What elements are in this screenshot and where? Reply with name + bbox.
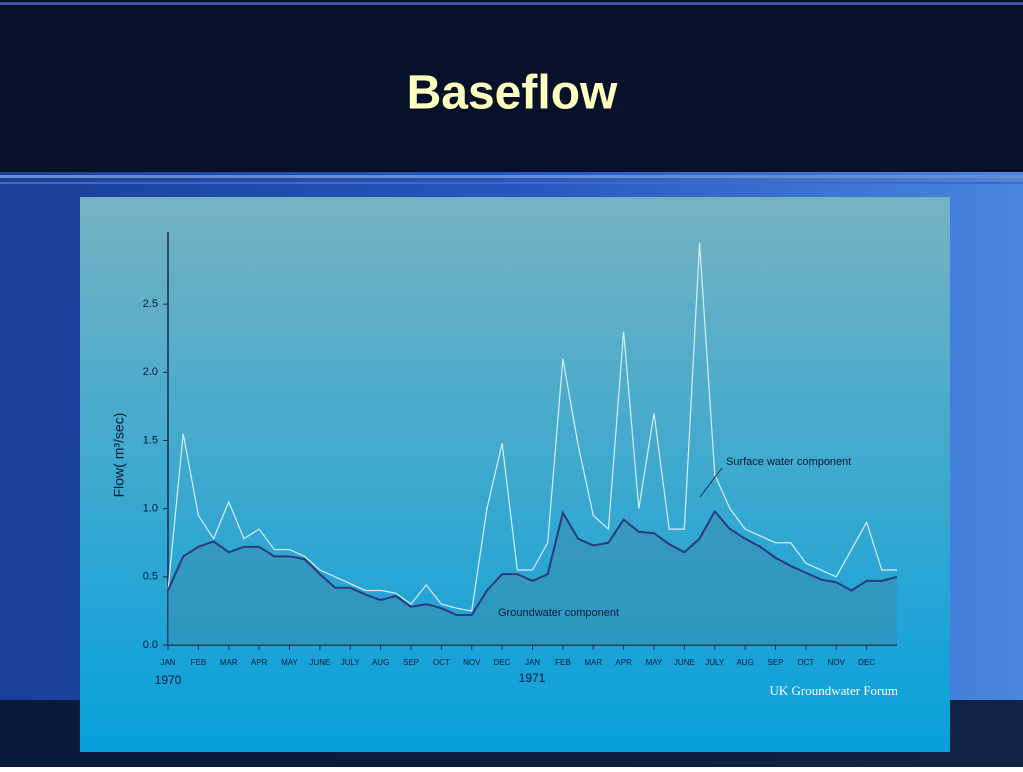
x-tick-label: JAN — [160, 658, 175, 667]
x-tick-label: AUG — [372, 658, 389, 667]
x-tick-label: JUNE — [674, 658, 695, 667]
y-tick-label: 1.5 — [143, 434, 158, 446]
x-tick-label: DEC — [858, 658, 875, 667]
x-tick-label: APR — [251, 658, 268, 667]
x-tick-label: JUNE — [309, 658, 330, 667]
x-tick-label: NOV — [463, 658, 481, 667]
y-tick-label: 0.5 — [143, 571, 158, 583]
x-tick-label: JULY — [705, 658, 725, 667]
rule — [0, 175, 1023, 178]
title-band — [0, 0, 1023, 172]
x-tick-label: MAY — [646, 658, 663, 667]
x-tick-label: JAN — [525, 658, 540, 667]
y-axis-label: Flow( m³/sec) — [111, 413, 127, 498]
x-tick-label: SEP — [403, 658, 419, 667]
chart-panel — [80, 197, 950, 752]
rule — [0, 182, 1023, 184]
leader-line — [699, 467, 723, 498]
x-tick-label: AUG — [736, 658, 753, 667]
series-annotation: Groundwater component — [498, 607, 619, 619]
x-tick-label: JULY — [341, 658, 361, 667]
year-label: 1970 — [155, 673, 182, 687]
x-tick-label: OCT — [433, 658, 450, 667]
year-label: 1971 — [519, 671, 546, 685]
series-line — [167, 509, 898, 617]
groundwater-area — [168, 511, 897, 645]
x-tick-label: MAY — [281, 658, 298, 667]
y-tick-label: 0.0 — [143, 639, 158, 651]
x-tick-label: SEP — [767, 658, 783, 667]
credit: UK Groundwater Forum — [769, 683, 898, 698]
x-tick-label: FEB — [191, 658, 207, 667]
y-tick-label: 2.0 — [143, 366, 158, 378]
x-tick-label: MAR — [584, 658, 602, 667]
slide-title: Baseflow — [407, 67, 618, 120]
x-tick-label: NOV — [828, 658, 846, 667]
x-tick-label: FEB — [555, 658, 571, 667]
y-tick-label: 1.0 — [143, 503, 158, 515]
series-annotation: Surface water component — [726, 456, 851, 468]
series-line — [167, 242, 897, 612]
x-tick-label: DEC — [494, 658, 511, 667]
rule — [0, 2, 1023, 5]
x-tick-label: MAR — [220, 658, 238, 667]
x-tick-label: APR — [615, 658, 632, 667]
y-tick-label: 2.5 — [143, 298, 158, 310]
x-tick-label: OCT — [797, 658, 814, 667]
